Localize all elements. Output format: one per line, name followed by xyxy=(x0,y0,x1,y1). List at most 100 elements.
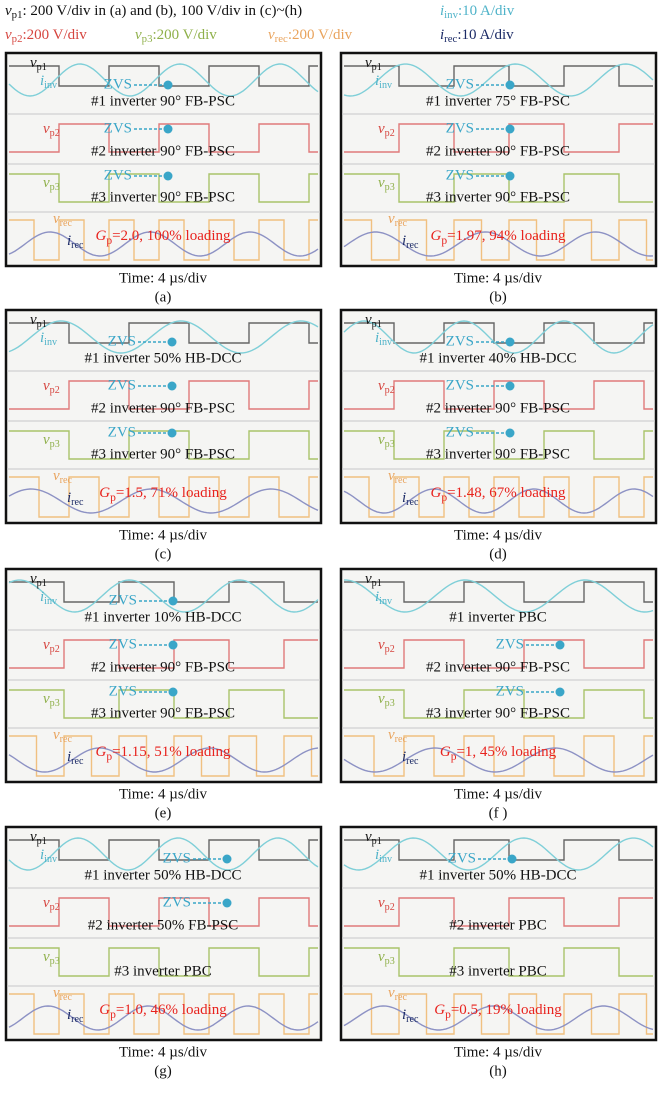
zvs-dot xyxy=(169,641,178,650)
subscript: rec xyxy=(60,992,73,1003)
inverter-mode: #2 inverter 90° FB-PSC xyxy=(91,143,235,159)
zvs-dot xyxy=(223,855,232,864)
label-text: : 200 V/div in (a) and (b), 100 V/div in… xyxy=(22,3,302,19)
time-scale: Time: 4 µs/div xyxy=(454,527,543,543)
subscript: inv xyxy=(44,854,58,865)
panel: vp1iinvvp2vp3vrecirec#1 inverter 75° FB-… xyxy=(341,53,656,305)
zvs-dot xyxy=(508,855,517,864)
panel: vp1iinvvp2vp3vrecirec#1 inverter 10% HB-… xyxy=(6,569,321,821)
symbol: G xyxy=(99,485,110,501)
label: vp2:200 V/div xyxy=(5,27,87,45)
zvs-dot xyxy=(164,125,173,134)
zvs-label: ZVS xyxy=(109,683,137,699)
subscript: p2 xyxy=(385,128,395,139)
inverter-mode: #3 inverter 90° FB-PSC xyxy=(426,189,570,205)
subscript: p1 xyxy=(372,319,382,330)
inverter-mode: #1 inverter 75° FB-PSC xyxy=(426,93,570,109)
inverter-mode: #1 inverter 50% HB-DCC xyxy=(84,867,241,883)
panel-label: (d) xyxy=(489,546,507,562)
zvs-label: ZVS xyxy=(109,636,137,652)
label-text: =1.48, 67% loading xyxy=(447,485,566,501)
subscript: p3 xyxy=(50,956,60,967)
inverter-mode: #1 inverter 10% HB-DCC xyxy=(84,609,241,625)
zvs-dot xyxy=(556,641,565,650)
zvs-label: ZVS xyxy=(446,76,474,92)
subscript: p1 xyxy=(12,9,23,21)
symbol: G xyxy=(95,228,106,244)
subscript: p1 xyxy=(37,62,47,73)
subscript: inv xyxy=(379,854,393,865)
subscript: rec xyxy=(60,475,73,486)
subscript: rec xyxy=(60,218,73,229)
zvs-label: ZVS xyxy=(108,377,136,393)
inverter-mode: #3 inverter PBC xyxy=(114,963,212,979)
subscript: inv xyxy=(379,337,393,348)
label: Gp=1.5, 71% loading xyxy=(99,485,227,503)
subscript: rec xyxy=(71,497,84,508)
subscript: p1 xyxy=(37,578,47,589)
symbol: G xyxy=(434,1002,445,1018)
inverter-mode: #2 inverter PBC xyxy=(449,917,547,933)
label: Gp=0.5, 19% loading xyxy=(434,1002,562,1020)
zvs-label: ZVS xyxy=(104,76,132,92)
label-text: =1, 45% loading xyxy=(456,744,556,760)
label-text: :10 A/div xyxy=(458,3,515,19)
zvs-dot xyxy=(556,688,565,697)
panel-label: (g) xyxy=(154,1063,172,1079)
subscript: rec xyxy=(406,756,419,767)
inverter-mode: #3 inverter 90° FB-PSC xyxy=(426,446,570,462)
subscript: p2 xyxy=(50,902,60,913)
inverter-mode: #1 inverter 90° FB-PSC xyxy=(91,93,235,109)
subscript: p3 xyxy=(50,439,60,450)
label-text: :200 V/div xyxy=(22,27,87,43)
zvs-dot xyxy=(506,172,515,181)
subscript: p1 xyxy=(372,836,382,847)
label: Gp=1.0, 46% loading xyxy=(99,1002,227,1020)
subscript: p1 xyxy=(37,319,47,330)
zvs-dot xyxy=(506,81,515,90)
inverter-mode: #3 inverter 90° FB-PSC xyxy=(91,705,235,721)
zvs-dot xyxy=(169,597,178,606)
label-text: :200 V/div xyxy=(152,27,217,43)
subscript: inv xyxy=(379,596,393,607)
subscript: inv xyxy=(44,80,58,91)
symbol: G xyxy=(95,744,106,760)
subscript: rec xyxy=(275,33,288,45)
subscript: rec xyxy=(444,33,457,45)
page: vp1: 200 V/div in (a) and (b), 100 V/div… xyxy=(0,0,661,1110)
zvs-dot xyxy=(169,688,178,697)
symbol: G xyxy=(440,744,451,760)
subscript: p2 xyxy=(385,644,395,655)
label: vp3:200 V/div xyxy=(135,27,217,45)
zvs-label: ZVS xyxy=(163,850,191,866)
label-text: =1.0, 46% loading xyxy=(116,1002,227,1018)
label: vrec:200 V/div xyxy=(268,27,353,45)
zvs-label: ZVS xyxy=(108,333,136,349)
inverter-mode: #2 inverter 90° FB-PSC xyxy=(91,659,235,675)
zvs-label: ZVS xyxy=(446,167,474,183)
zvs-label: ZVS xyxy=(104,120,132,136)
label-text: =2.0, 100% loading xyxy=(112,228,231,244)
panel-label: (c) xyxy=(155,546,172,562)
subscript: inv xyxy=(44,596,58,607)
label: Gp=2.0, 100% loading xyxy=(95,228,231,246)
label-text: =1.15, 51% loading xyxy=(112,744,231,760)
zvs-label: ZVS xyxy=(496,636,524,652)
panel: vp1iinvvp2vp3vrecirec#1 inverter 50% HB-… xyxy=(6,310,321,562)
inverter-mode: #2 inverter 90° FB-PSC xyxy=(91,400,235,416)
time-scale: Time: 4 µs/div xyxy=(119,1044,208,1060)
subscript: p3 xyxy=(385,439,395,450)
inverter-mode: #1 inverter 40% HB-DCC xyxy=(419,350,576,366)
figure: vp1: 200 V/div in (a) and (b), 100 V/div… xyxy=(0,0,661,1110)
symbol: G xyxy=(430,485,441,501)
zvs-label: ZVS xyxy=(109,592,137,608)
zvs-dot xyxy=(506,382,515,391)
subscript: rec xyxy=(60,734,73,745)
time-scale: Time: 4 µs/div xyxy=(119,270,208,286)
label: Gp=1.48, 67% loading xyxy=(430,485,566,503)
panel-label: (b) xyxy=(489,289,507,305)
zvs-dot xyxy=(506,429,515,438)
inverter-mode: #3 inverter 90° FB-PSC xyxy=(91,446,235,462)
subscript: rec xyxy=(395,475,408,486)
